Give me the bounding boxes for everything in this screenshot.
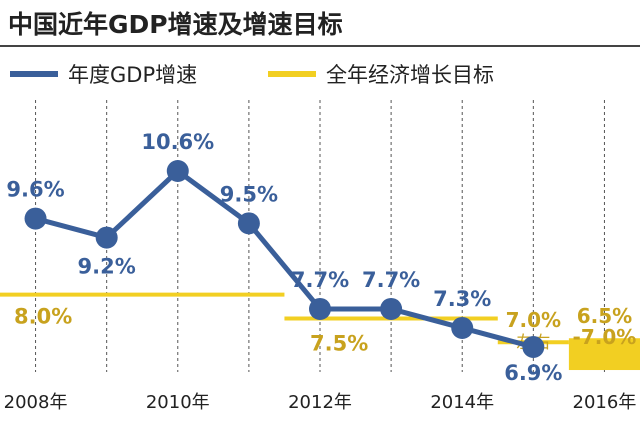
target-label-2012-2014: 7.5% xyxy=(310,331,368,355)
x-tick-2014: 2014年 xyxy=(430,392,494,413)
x-tick-2008: 2008年 xyxy=(4,392,68,413)
gdp-label-2008: 9.6% xyxy=(6,178,64,202)
legend-label-target: 全年经济增长目标 xyxy=(326,63,494,87)
target-label-2008-2011: 8.0% xyxy=(14,305,72,329)
x-tick-2010: 2010年 xyxy=(146,392,210,413)
gdp-point-2013 xyxy=(380,297,403,320)
target-label-2015: 7.0% xyxy=(506,308,561,332)
gdp-label-2009: 9.2% xyxy=(78,255,136,279)
target-band-2016 xyxy=(568,338,640,371)
legend: 年度GDP增速 全年经济增长目标 xyxy=(10,63,494,87)
gdp-label-2014: 7.3% xyxy=(433,287,491,311)
target-series: 8.0%7.5%7.0%左右6.5%-7.0% xyxy=(0,292,640,371)
gdp-point-2011 xyxy=(237,212,260,235)
chart-title: 中国近年GDP增速及增速目标 xyxy=(8,10,343,39)
x-tick-2016: 2016年 xyxy=(573,392,637,413)
x-tick-2012: 2012年 xyxy=(288,392,352,413)
x-axis-ticks: 2008年 2010年 2012年 2014年 2016年 xyxy=(4,392,637,413)
gdp-series: 9.6% 9.2% 10.6% 9.5% 7.7% 7.7% 7.3% 6.9% xyxy=(6,130,562,385)
target-label-2016-high: -7.0% xyxy=(573,325,637,349)
gdp-label-2011: 9.5% xyxy=(220,182,278,206)
gdp-line xyxy=(34,168,534,350)
gdp-point-2008 xyxy=(24,207,47,230)
gdp-label-2012: 7.7% xyxy=(291,268,349,292)
gdp-label-2013: 7.7% xyxy=(362,268,420,292)
gdp-point-2012 xyxy=(309,297,331,320)
gdp-label-2010: 10.6% xyxy=(141,130,214,154)
gdp-point-2009 xyxy=(95,226,118,249)
gdp-label-2015: 6.9% xyxy=(504,361,562,385)
gdp-point-2010 xyxy=(166,160,189,182)
gdp-point-2015 xyxy=(522,336,545,358)
gdp-point-2014 xyxy=(451,316,474,339)
target-label-2016-low: 6.5% xyxy=(577,304,632,328)
legend-label-gdp: 年度GDP增速 xyxy=(68,63,197,87)
